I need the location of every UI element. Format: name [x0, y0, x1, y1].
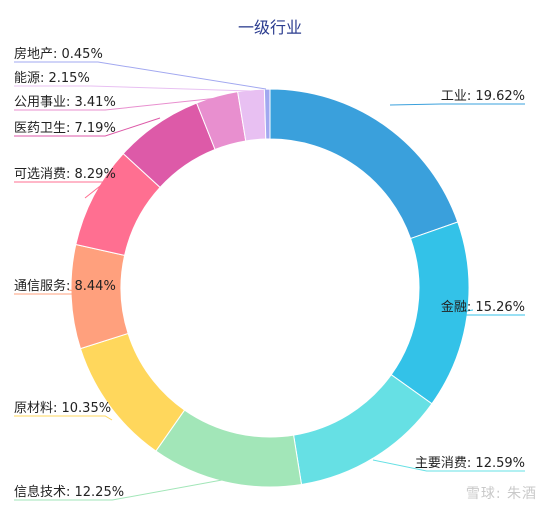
slice-label-7: 医药卫生: 7.19%	[14, 121, 116, 136]
leader-line-8	[14, 97, 219, 111]
slice-label-1: 金融: 15.26%	[441, 299, 525, 315]
slice-label-3: 信息技术: 12.25%	[14, 484, 124, 500]
leader-line-6	[14, 181, 107, 199]
labels-group: 工业: 19.62% 金融: 15.26% 主要消费: 12.59% 信息技术: 12…	[14, 46, 525, 501]
slice-label-10: 房地产: 0.45%	[14, 46, 103, 62]
leader-line-5	[14, 289, 106, 295]
slice-5[interactable]	[70, 243, 129, 350]
slice-label-0: 工业: 19.62%	[441, 89, 525, 104]
leader-line-2	[372, 459, 525, 472]
leader-line-0	[389, 103, 525, 106]
leader-line-3	[14, 479, 223, 501]
slice-label-6: 可选消费: 8.29%	[14, 167, 116, 182]
slice-label-2: 主要消费: 12.59%	[415, 456, 525, 471]
slices-group	[70, 88, 470, 488]
chart-title: 一级行业	[238, 18, 302, 37]
watermark: 雪球: 朱酒	[465, 486, 537, 502]
slice-label-9: 能源: 2.15%	[14, 71, 90, 86]
leader-line-10	[14, 61, 267, 90]
slice-0[interactable]	[269, 88, 459, 240]
slice-label-5: 通信服务: 8.44%	[14, 278, 116, 294]
leader-line-9	[14, 85, 251, 92]
leader-line-1	[440, 309, 525, 316]
leader-line-4	[14, 415, 113, 421]
leader-line-7	[14, 117, 161, 137]
slice-3[interactable]	[155, 409, 303, 488]
slice-label-8: 公用事业: 3.41%	[14, 95, 116, 110]
slice-10[interactable]	[263, 88, 271, 140]
slice-label-4: 原材料: 10.35%	[14, 401, 111, 416]
